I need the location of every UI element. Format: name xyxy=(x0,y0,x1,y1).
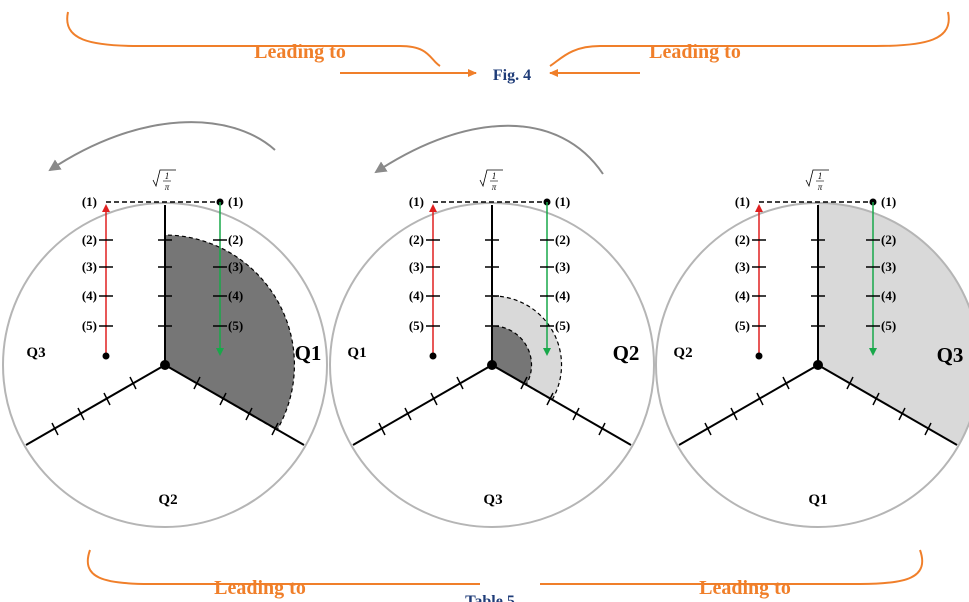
axis-left xyxy=(25,364,166,446)
svg-text:π: π xyxy=(818,182,823,192)
top-left-leading-label: Leading to xyxy=(254,41,346,63)
quadrant-label-left: Q3 xyxy=(26,345,45,361)
quadrant-label-left: Q2 xyxy=(673,345,692,361)
svg-text:(2): (2) xyxy=(555,232,570,247)
radical-label: 1 π xyxy=(152,169,176,192)
svg-text:(3): (3) xyxy=(555,259,570,274)
rotation-arrow-icon xyxy=(48,121,276,172)
light-sector xyxy=(818,203,969,445)
svg-text:(5): (5) xyxy=(735,318,750,333)
svg-text:(2): (2) xyxy=(82,232,97,247)
bottom-reference-label: Table 5 xyxy=(465,593,515,602)
panel-circle xyxy=(655,202,969,528)
svg-text:(2): (2) xyxy=(228,232,243,247)
panel-circle xyxy=(329,202,655,528)
svg-text:(3): (3) xyxy=(735,259,750,274)
svg-text:π: π xyxy=(492,182,497,192)
panel-1: (1) (2) (3) (4) (5) (1) (2) (3) (4) (5) … xyxy=(2,121,328,528)
svg-text:(5): (5) xyxy=(409,318,424,333)
bottom-bracket: Leading to Leading to Table 5 xyxy=(86,549,924,602)
svg-text:(3): (3) xyxy=(228,259,243,274)
quadrant-label-right: Q2 xyxy=(613,341,640,365)
axis-right xyxy=(491,364,632,446)
svg-text:(5): (5) xyxy=(881,318,896,333)
svg-text:(5): (5) xyxy=(82,318,97,333)
svg-text:1: 1 xyxy=(818,171,823,181)
panel-circle xyxy=(2,202,328,528)
bottom-left-leading-label: Leading to xyxy=(214,577,306,599)
svg-text:(1): (1) xyxy=(881,194,896,209)
svg-text:(4): (4) xyxy=(82,288,97,303)
axis-right xyxy=(817,364,958,446)
axis-right xyxy=(164,364,305,446)
svg-text:(4): (4) xyxy=(409,288,424,303)
svg-text:(2): (2) xyxy=(735,232,750,247)
svg-text:(3): (3) xyxy=(881,259,896,274)
svg-text:1: 1 xyxy=(165,171,170,181)
quadrant-label-bottom: Q2 xyxy=(158,492,177,508)
quadrant-label-right: Q1 xyxy=(295,341,322,365)
svg-text:(5): (5) xyxy=(555,318,570,333)
svg-text:(4): (4) xyxy=(228,288,243,303)
svg-text:(1): (1) xyxy=(735,194,750,209)
svg-text:1: 1 xyxy=(492,171,497,181)
svg-text:(4): (4) xyxy=(881,288,896,303)
quadrant-label-left: Q1 xyxy=(347,345,366,361)
svg-text:(4): (4) xyxy=(735,288,750,303)
svg-text:(1): (1) xyxy=(555,194,570,209)
svg-text:(5): (5) xyxy=(228,318,243,333)
axis-left xyxy=(678,364,819,446)
top-right-leading-label: Leading to xyxy=(649,41,741,63)
axis-left xyxy=(352,364,493,446)
svg-text:(2): (2) xyxy=(409,232,424,247)
quadrant-label-bottom: Q1 xyxy=(808,492,827,508)
svg-text:(4): (4) xyxy=(555,288,570,303)
top-reference-label: Fig. 4 xyxy=(493,67,531,84)
quadrant-label-bottom: Q3 xyxy=(483,492,502,508)
svg-text:π: π xyxy=(165,182,170,192)
svg-text:(3): (3) xyxy=(409,259,424,274)
svg-text:(3): (3) xyxy=(82,259,97,274)
panel-2: (1) (2) (3) (4) (5) (1) (2) (3) (4) (5) … xyxy=(329,124,655,528)
svg-text:(1): (1) xyxy=(409,194,424,209)
radical-label: 1 π xyxy=(479,169,503,192)
bottom-right-leading-label: Leading to xyxy=(699,577,791,599)
svg-text:(1): (1) xyxy=(82,194,97,209)
top-bracket: Leading to Leading to Fig. 4 xyxy=(66,11,950,84)
panel-3: (1) (2) (3) (4) (5) (1) (2) (3) (4) (5) … xyxy=(655,169,969,528)
svg-text:(2): (2) xyxy=(881,232,896,247)
svg-text:(1): (1) xyxy=(228,194,243,209)
rotation-arrow-icon xyxy=(374,124,604,175)
quadrant-label-right: Q3 xyxy=(937,343,964,367)
radical-label: 1 π xyxy=(805,169,829,192)
